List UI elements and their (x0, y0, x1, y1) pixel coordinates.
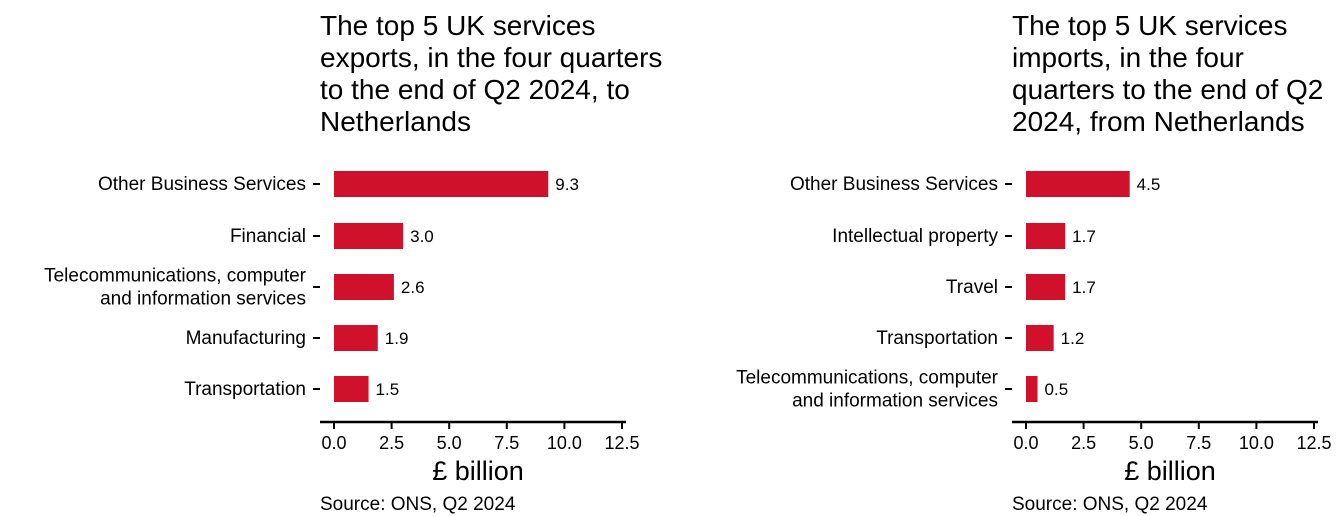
exports-category-label: Manufacturing (186, 328, 306, 349)
imports-x-axis-title: £ billion (1124, 456, 1216, 486)
exports-bar (334, 171, 549, 197)
imports-bar-chart: 0.0 2.5 5.0 7.5 10.0 12.5 £ billion Other Busin… (736, 171, 1332, 486)
imports-bar (1026, 376, 1038, 402)
exports-chart-panel: The top 5 UK services exports, in the fo… (0, 0, 669, 516)
exports-value-label: 1.9 (385, 329, 409, 348)
exports-value-label: 1.5 (376, 380, 400, 399)
exports-category-label: Other Business Services (98, 174, 306, 195)
imports-category-label: and information services (792, 391, 998, 412)
imports-category-label: Intellectual property (832, 226, 998, 247)
imports-bar (1026, 274, 1066, 300)
exports-bar (334, 223, 404, 249)
exports-bar (334, 274, 394, 300)
exports-value-label: 3.0 (410, 227, 434, 246)
exports-bar-chart: 0.0 2.5 5.0 7.5 10.0 12.5 £ billion Other Busin… (44, 171, 640, 486)
imports-bar (1026, 223, 1066, 249)
exports-bar (334, 325, 378, 351)
imports-category-label: Transportation (876, 328, 998, 349)
exports-value-label: 2.6 (401, 278, 425, 297)
exports-bar-row: Transportation 1.5 (184, 376, 399, 402)
exports-x-axis-title: £ billion (432, 456, 524, 486)
exports-x-tick-label: 12.5 (604, 433, 639, 453)
imports-x-tick-label: 0.0 (1013, 433, 1038, 453)
exports-category-label: Telecommunications, computer (44, 266, 307, 287)
exports-source-note: Source: ONS, Q2 2024 (320, 494, 516, 515)
imports-x-tick-label: 5.0 (1129, 433, 1154, 453)
imports-x-tick-label: 12.5 (1296, 433, 1331, 453)
imports-x-tick-label: 2.5 (1071, 433, 1096, 453)
imports-value-label: 4.5 (1137, 175, 1161, 194)
exports-chart-title: The top 5 UK services exports, in the fo… (320, 10, 663, 137)
exports-value-label: 9.3 (555, 175, 579, 194)
imports-value-label: 1.7 (1072, 227, 1096, 246)
imports-bar-row: Transportation 1.2 (876, 325, 1084, 351)
imports-bar (1026, 171, 1130, 197)
imports-bar-row: Intellectual property 1.7 (832, 223, 1096, 249)
imports-chart-panel: The top 5 UK services imports, in the fo… (692, 0, 1339, 516)
exports-bar-row: Manufacturing 1.9 (186, 325, 409, 351)
imports-category-label: Other Business Services (790, 174, 998, 195)
imports-value-label: 1.7 (1072, 278, 1096, 297)
imports-value-label: 0.5 (1045, 380, 1069, 399)
imports-bar-row: Other Business Services 4.5 (790, 171, 1160, 197)
imports-x-tick-label: 7.5 (1186, 433, 1211, 453)
exports-x-tick-label: 10.0 (547, 433, 582, 453)
exports-bar-row: Other Business Services 9.3 (98, 171, 579, 197)
exports-category-label: Transportation (184, 379, 306, 400)
imports-value-label: 1.2 (1061, 329, 1085, 348)
exports-x-tick-label: 7.5 (494, 433, 519, 453)
exports-category-label: Financial (230, 226, 306, 247)
imports-bar-row: Travel 1.7 (946, 274, 1096, 300)
imports-bar (1026, 325, 1054, 351)
imports-category-label: Telecommunications, computer (736, 368, 999, 389)
imports-chart-title: The top 5 UK services imports, in the fo… (1012, 10, 1324, 137)
exports-bar-row: Financial 3.0 (230, 223, 434, 249)
imports-source-note: Source: ONS, Q2 2024 (1012, 494, 1208, 515)
exports-x-tick-label: 0.0 (321, 433, 346, 453)
imports-category-label: Travel (946, 277, 998, 298)
exports-x-tick-label: 2.5 (379, 433, 404, 453)
exports-x-tick-label: 5.0 (437, 433, 462, 453)
exports-category-label: and information services (100, 289, 306, 310)
imports-x-tick-label: 10.0 (1239, 433, 1274, 453)
exports-bar (334, 376, 369, 402)
